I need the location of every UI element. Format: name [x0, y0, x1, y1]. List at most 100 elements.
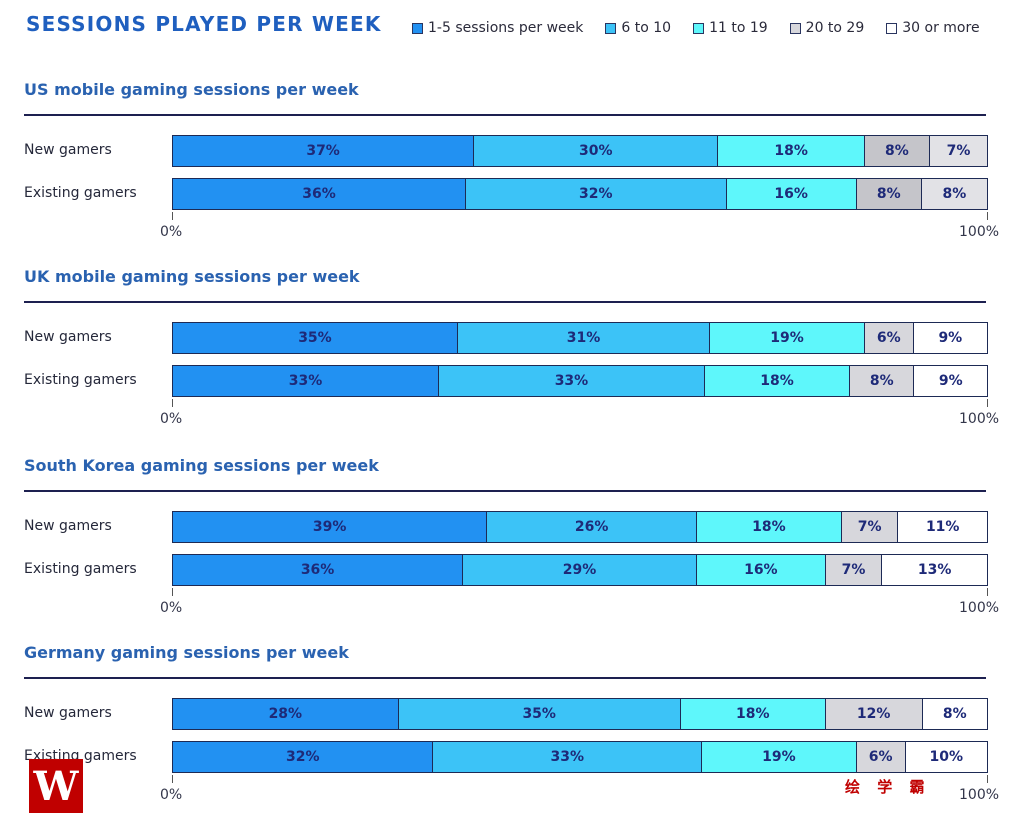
bar-segment: 35%	[398, 699, 681, 729]
bar-segment: 18%	[718, 136, 865, 166]
bar-segment: 8%	[922, 699, 987, 729]
axis-tick	[172, 775, 173, 783]
legend-swatch	[886, 22, 898, 34]
stacked-bar: 33% 33% 18% 8% 9%	[172, 365, 988, 397]
section-title: Germany gaming sessions per week	[24, 643, 349, 662]
section-divider	[24, 677, 986, 679]
stacked-bar: 36% 29% 16% 7% 13%	[172, 554, 988, 586]
stacked-bar: 39% 26% 18% 7% 11%	[172, 511, 988, 543]
bar-segment: 10%	[905, 742, 987, 772]
section-divider	[24, 301, 986, 303]
bar-segment: 18%	[696, 512, 842, 542]
stacked-bar: 37% 30% 18% 8% 7%	[172, 135, 988, 167]
chart-section: UK mobile gaming sessions per week New ga…	[24, 267, 999, 437]
chart-section: US mobile gaming sessions per week New ga…	[24, 80, 999, 250]
axis-tick	[172, 399, 173, 407]
bar-segment: 13%	[882, 555, 987, 585]
row-label: Existing gamers	[24, 561, 137, 577]
bar-segment: 16%	[696, 555, 826, 585]
legend-label: 20 to 29	[805, 20, 865, 36]
legend-label: 1-5 sessions per week	[428, 20, 584, 36]
legend-swatch	[693, 22, 705, 34]
bar-segment: 18%	[680, 699, 826, 729]
bar-segment: 19%	[702, 742, 857, 772]
stacked-bar: 32% 33% 19% 6% 10%	[172, 741, 988, 773]
axis-tick-label: 100%	[959, 600, 1000, 616]
row-label: Existing gamers	[24, 185, 137, 201]
bar-segment: 39%	[173, 512, 488, 542]
bar-segment: 33%	[173, 366, 439, 396]
chart-section: South Korea gaming sessions per week New …	[24, 456, 999, 626]
bar-segment: 8%	[864, 136, 930, 166]
legend-item: 11 to 19	[693, 20, 768, 36]
legend-swatch	[412, 22, 423, 34]
bar-segment: 33%	[433, 742, 703, 772]
axis-tick-label: 100%	[959, 787, 1000, 803]
stacked-bar: 28% 35% 18% 12% 8%	[172, 698, 988, 730]
bar-segment: 30%	[474, 136, 719, 166]
bar-segment: 18%	[704, 366, 851, 396]
axis-tick	[987, 399, 988, 407]
axis-tick	[987, 588, 988, 596]
bar-segment: 7%	[929, 136, 987, 166]
watermark-text: 绘 学 霸	[845, 778, 931, 796]
bar-segment: 35%	[173, 323, 458, 353]
bar-segment: 7%	[841, 512, 899, 542]
axis-tick-label: 100%	[959, 411, 1000, 427]
bar-segment: 16%	[726, 179, 857, 209]
section-divider	[24, 114, 986, 116]
row-label: New gamers	[24, 705, 112, 721]
axis-tick	[987, 212, 988, 220]
bar-segment: 8%	[850, 366, 915, 396]
bar-segment: 9%	[913, 323, 987, 353]
bar-segment: 29%	[463, 555, 697, 585]
row-label: Existing gamers	[24, 372, 137, 388]
watermark-logo-icon: W	[29, 759, 83, 813]
legend-item: 1-5 sessions per week	[412, 20, 583, 36]
section-title: South Korea gaming sessions per week	[24, 456, 379, 475]
bar-segment: 32%	[173, 742, 434, 772]
axis-tick-label: 100%	[959, 224, 1000, 240]
bar-segment: 26%	[487, 512, 697, 542]
bar-segment: 36%	[173, 179, 467, 209]
bar-segment: 9%	[914, 366, 988, 396]
chart-section: Germany gaming sessions per week New game…	[24, 643, 999, 813]
axis-tick-label: 0%	[160, 411, 183, 427]
bar-segment: 37%	[173, 136, 475, 166]
axis-tick-label: 0%	[160, 224, 183, 240]
bar-segment: 32%	[466, 179, 727, 209]
section-title: UK mobile gaming sessions per week	[24, 267, 360, 286]
bar-segment: 36%	[173, 555, 464, 585]
axis-tick	[987, 775, 988, 783]
bar-segment: 8%	[921, 179, 987, 209]
axis-tick	[172, 588, 173, 596]
row-label: New gamers	[24, 518, 112, 534]
legend-item: 20 to 29	[789, 20, 865, 36]
stacked-bar: 35% 31% 19% 6% 9%	[172, 322, 988, 354]
legend: 1-5 sessions per week 6 to 10 11 to 19 20 t…	[412, 20, 1002, 36]
chart-title: SESSIONS PLAYED PER WEEK	[26, 12, 382, 36]
bar-segment: 6%	[864, 323, 914, 353]
section-title: US mobile gaming sessions per week	[24, 80, 359, 99]
bar-segment: 19%	[710, 323, 865, 353]
axis-tick	[172, 212, 173, 220]
bar-segment: 6%	[856, 742, 906, 772]
bar-segment: 28%	[173, 699, 399, 729]
legend-swatch	[789, 22, 801, 34]
bar-segment: 33%	[438, 366, 705, 396]
legend-label: 6 to 10	[621, 20, 672, 36]
row-label: New gamers	[24, 329, 112, 345]
row-label: New gamers	[24, 142, 112, 158]
legend-item: 6 to 10	[605, 20, 671, 36]
stacked-bar: 36% 32% 16% 8% 8%	[172, 178, 988, 210]
bar-segment: 7%	[825, 555, 883, 585]
axis-tick-label: 0%	[160, 787, 183, 803]
bar-segment: 31%	[457, 323, 711, 353]
axis-tick-label: 0%	[160, 600, 183, 616]
bar-segment: 11%	[898, 512, 988, 542]
bar-segment: 12%	[825, 699, 923, 729]
legend-item: 30 or more	[886, 20, 980, 36]
legend-label: 30 or more	[902, 20, 980, 36]
legend-swatch	[605, 22, 617, 34]
legend-label: 11 to 19	[709, 20, 768, 36]
